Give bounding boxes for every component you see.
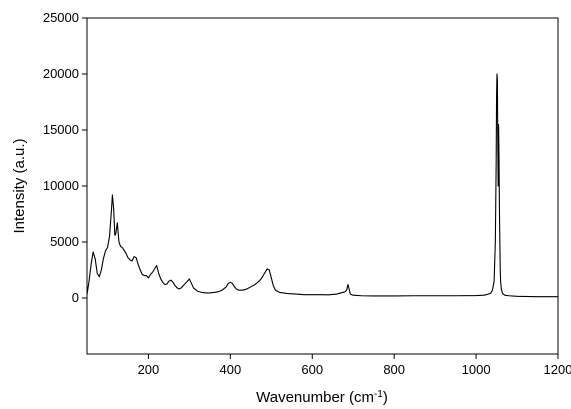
y-tick-label: 0 (72, 290, 79, 305)
x-tick-label: 200 (138, 362, 160, 377)
y-tick-label: 15000 (43, 122, 79, 137)
y-tick-label: 25000 (43, 10, 79, 25)
plot-frame (86, 17, 559, 355)
x-axis-title: Wavenumber (cm-1) (256, 389, 388, 407)
x-tick-label: 400 (219, 362, 241, 377)
y-axis-title: Intensity (a.u.) (11, 138, 28, 233)
x-axis-ticks: 200 400 600 800 1000 1200 (138, 354, 571, 377)
y-tick-label: 20000 (43, 66, 79, 81)
spectrum-line (86, 73, 558, 298)
x-tick-label: 1000 (462, 362, 491, 377)
x-tick-label: 600 (301, 362, 323, 377)
y-axis-ticks: 0 5000 10000 15000 20000 25000 (43, 10, 87, 305)
y-tick-label: 5000 (50, 234, 79, 249)
x-tick-label: 800 (383, 362, 405, 377)
x-tick-label: 1200 (544, 362, 571, 377)
y-tick-label: 10000 (43, 178, 79, 193)
